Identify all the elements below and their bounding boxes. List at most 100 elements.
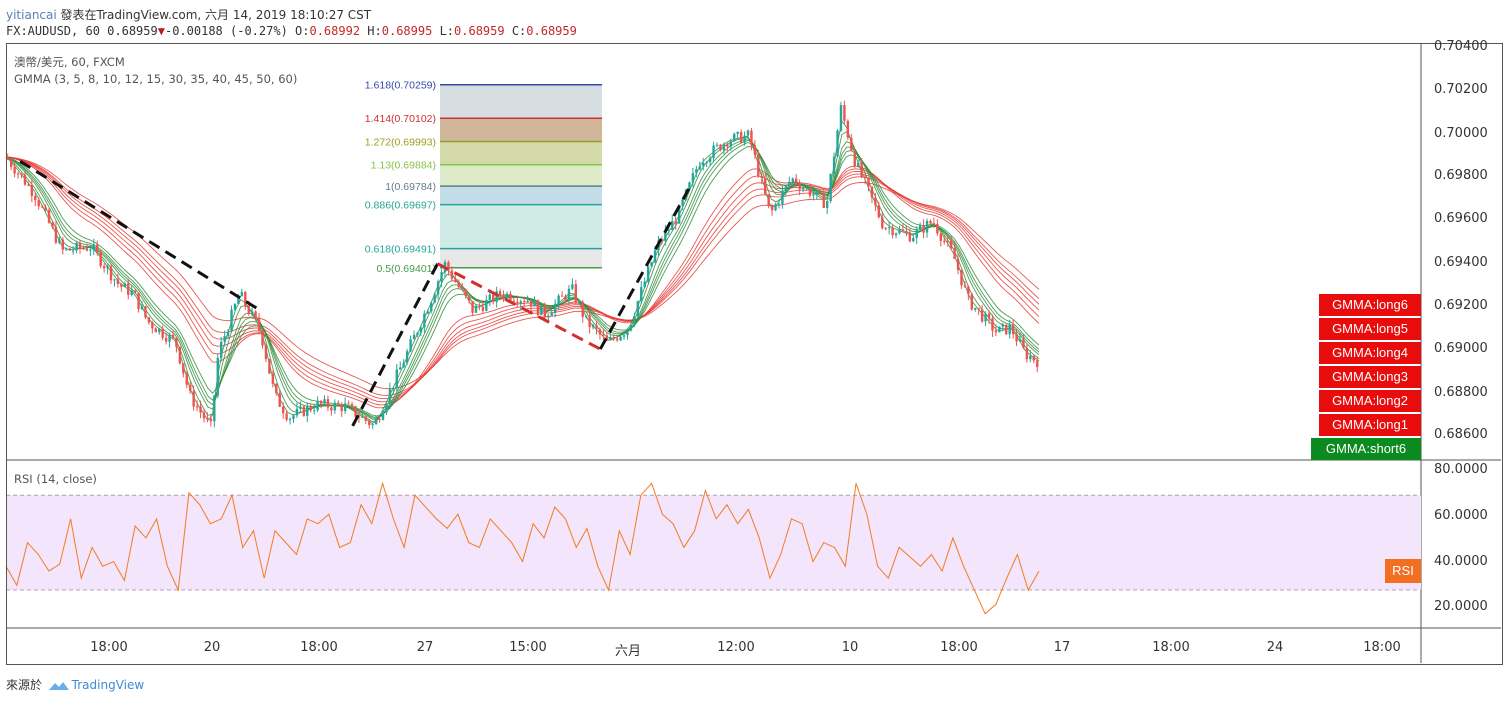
candle-body bbox=[540, 306, 543, 316]
candle-body bbox=[643, 281, 646, 288]
candle-body bbox=[784, 185, 788, 191]
candle-body bbox=[529, 300, 533, 307]
candle-body bbox=[801, 187, 805, 190]
time-tick: 10 bbox=[841, 640, 859, 655]
candle-body bbox=[750, 130, 753, 146]
fib-zone bbox=[440, 84, 602, 119]
candle-body bbox=[564, 296, 567, 300]
candle-body bbox=[584, 315, 588, 317]
rsi-tick: 60.0000 bbox=[1434, 508, 1488, 523]
candle-body bbox=[894, 233, 898, 236]
candle-body bbox=[767, 194, 770, 207]
candle-body bbox=[1025, 347, 1029, 360]
candle-body bbox=[581, 302, 584, 317]
tradingview-brand[interactable]: TradingView bbox=[71, 678, 145, 692]
candle-body bbox=[908, 232, 912, 242]
candle-body bbox=[171, 334, 175, 338]
candle-body bbox=[602, 334, 605, 336]
candle-body bbox=[116, 279, 120, 284]
candle-body bbox=[832, 156, 836, 175]
candle-body bbox=[591, 324, 595, 328]
candle-body bbox=[1008, 324, 1011, 335]
candle-body bbox=[516, 301, 519, 304]
candle-body bbox=[1011, 324, 1015, 335]
candle-body bbox=[664, 230, 667, 241]
candle-body bbox=[426, 311, 429, 314]
candle-body bbox=[364, 416, 368, 421]
candle-body bbox=[677, 205, 681, 224]
candle-body bbox=[522, 301, 526, 303]
candle-body bbox=[13, 166, 16, 174]
fib-zone bbox=[440, 118, 602, 142]
candle-body bbox=[392, 387, 395, 389]
badge-gmma-long1: GMMA:long1 bbox=[1319, 414, 1421, 436]
candle-body bbox=[30, 184, 34, 196]
time-tick: 27 bbox=[416, 640, 434, 655]
rsi-band bbox=[6, 495, 1421, 591]
time-tick: 24 bbox=[1266, 640, 1284, 655]
candle-body bbox=[636, 301, 640, 317]
candle-body bbox=[195, 406, 199, 408]
rsi-tick: 80.0000 bbox=[1434, 462, 1488, 477]
candle-body bbox=[777, 204, 781, 206]
candle-body bbox=[970, 294, 974, 310]
candle-body bbox=[244, 292, 247, 306]
candle-body bbox=[312, 410, 316, 412]
candle-body bbox=[753, 145, 757, 155]
rsi-legend[interactable]: RSI (14, close) bbox=[14, 472, 97, 486]
candle-body bbox=[106, 266, 109, 269]
badge-gmma-short6: GMMA:short6 bbox=[1311, 438, 1421, 460]
candle-body bbox=[233, 304, 237, 310]
candle-body bbox=[774, 204, 777, 211]
candle-body bbox=[109, 266, 113, 281]
time-tick: 18:00 bbox=[940, 640, 978, 655]
candle-body bbox=[9, 159, 13, 167]
candle-body bbox=[423, 313, 426, 328]
author-name[interactable]: yitiancai bbox=[6, 8, 57, 22]
candle-body bbox=[887, 227, 891, 229]
price-tick: 0.70000 bbox=[1434, 126, 1488, 141]
candle-body bbox=[319, 400, 323, 404]
candle-body bbox=[812, 194, 815, 196]
candle-body bbox=[47, 210, 51, 223]
candle-body bbox=[478, 305, 481, 307]
symbol-label: FX:AUDUSD, 60 bbox=[6, 24, 100, 38]
candle-body bbox=[288, 418, 292, 420]
candle-body bbox=[99, 252, 102, 267]
candle-body bbox=[719, 144, 722, 151]
candle-body bbox=[846, 120, 850, 138]
candle-body bbox=[839, 105, 843, 131]
candle-body bbox=[605, 335, 609, 340]
candle-body bbox=[533, 300, 536, 307]
candle-body bbox=[633, 316, 636, 326]
price-tick: 0.68800 bbox=[1434, 385, 1488, 400]
candle-body bbox=[519, 301, 522, 304]
candle-body bbox=[223, 336, 226, 342]
price-tick: 0.68600 bbox=[1434, 427, 1488, 442]
candle-body bbox=[695, 169, 698, 174]
candle-body bbox=[230, 309, 233, 332]
candle-body bbox=[323, 399, 326, 404]
candle-body bbox=[681, 199, 684, 206]
candle-body bbox=[550, 312, 553, 316]
candle-body bbox=[278, 393, 281, 407]
candle-body bbox=[915, 229, 918, 238]
trend-line bbox=[598, 181, 694, 350]
candle-body bbox=[467, 295, 471, 302]
candle-body bbox=[1018, 339, 1022, 342]
open-label: O: bbox=[295, 24, 310, 38]
high-label: H: bbox=[367, 24, 382, 38]
candle-body bbox=[622, 335, 626, 337]
candle-body bbox=[395, 369, 398, 388]
gmma-legend[interactable]: GMMA (3, 5, 8, 10, 12, 15, 30, 35, 40, 4… bbox=[14, 72, 298, 86]
candle-body bbox=[481, 306, 485, 311]
candle-body bbox=[237, 296, 240, 305]
candle-body bbox=[526, 300, 529, 303]
candle-body bbox=[715, 144, 719, 146]
candle-body bbox=[829, 174, 832, 202]
candle-body bbox=[402, 363, 405, 368]
candle-body bbox=[326, 399, 330, 408]
candle-body bbox=[309, 406, 312, 411]
trend-line bbox=[436, 262, 601, 351]
